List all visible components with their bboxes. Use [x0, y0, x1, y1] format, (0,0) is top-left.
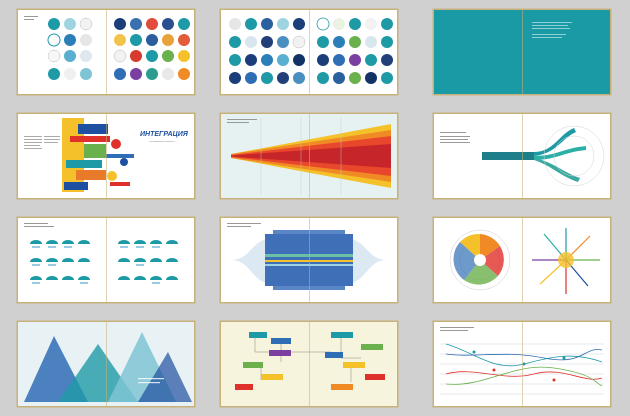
spread-circle-thumbnails-b[interactable] [221, 10, 397, 94]
circle-thumbnails-artwork [24, 16, 190, 80]
radial-charts-artwork [449, 228, 600, 294]
spread-blue-band-chart[interactable] [221, 218, 397, 302]
teal-flow-arc-artwork [440, 125, 605, 187]
spread-network-timeline[interactable] [434, 322, 610, 406]
spread-teal-page[interactable] [434, 10, 610, 94]
flowchart-boxes-artwork [221, 322, 397, 406]
spread-radial-charts[interactable] [434, 218, 610, 302]
spread-red-funnel-chart[interactable] [221, 114, 397, 198]
spread-flowchart-boxes[interactable] [221, 322, 397, 406]
network-timeline-artwork [440, 327, 604, 395]
integration-heading: ИНТЕГРАЦИЯ [140, 131, 189, 138]
spread-circle-thumbnails-a[interactable] [18, 10, 194, 94]
circle-thumbnails-artwork [229, 17, 393, 84]
blue-band-chart-artwork [227, 223, 387, 290]
small-multiples-artwork [24, 223, 178, 284]
spread-mountain-triangles[interactable] [18, 322, 194, 406]
mountain-triangles-artwork [18, 322, 194, 406]
spread-integration-collage[interactable]: ИНТЕГРАЦИЯ — все компоненты связаны — [18, 114, 194, 198]
spread-small-multiples-grid[interactable] [18, 218, 194, 302]
integration-subheading: — все компоненты связаны — [148, 141, 176, 143]
spread-teal-flow-arc[interactable] [434, 114, 610, 198]
teal-page-artwork [434, 10, 610, 94]
red-funnel-chart-artwork [221, 114, 397, 198]
integration-collage-artwork: ИНТЕГРАЦИЯ — все компоненты связаны — [24, 118, 189, 192]
